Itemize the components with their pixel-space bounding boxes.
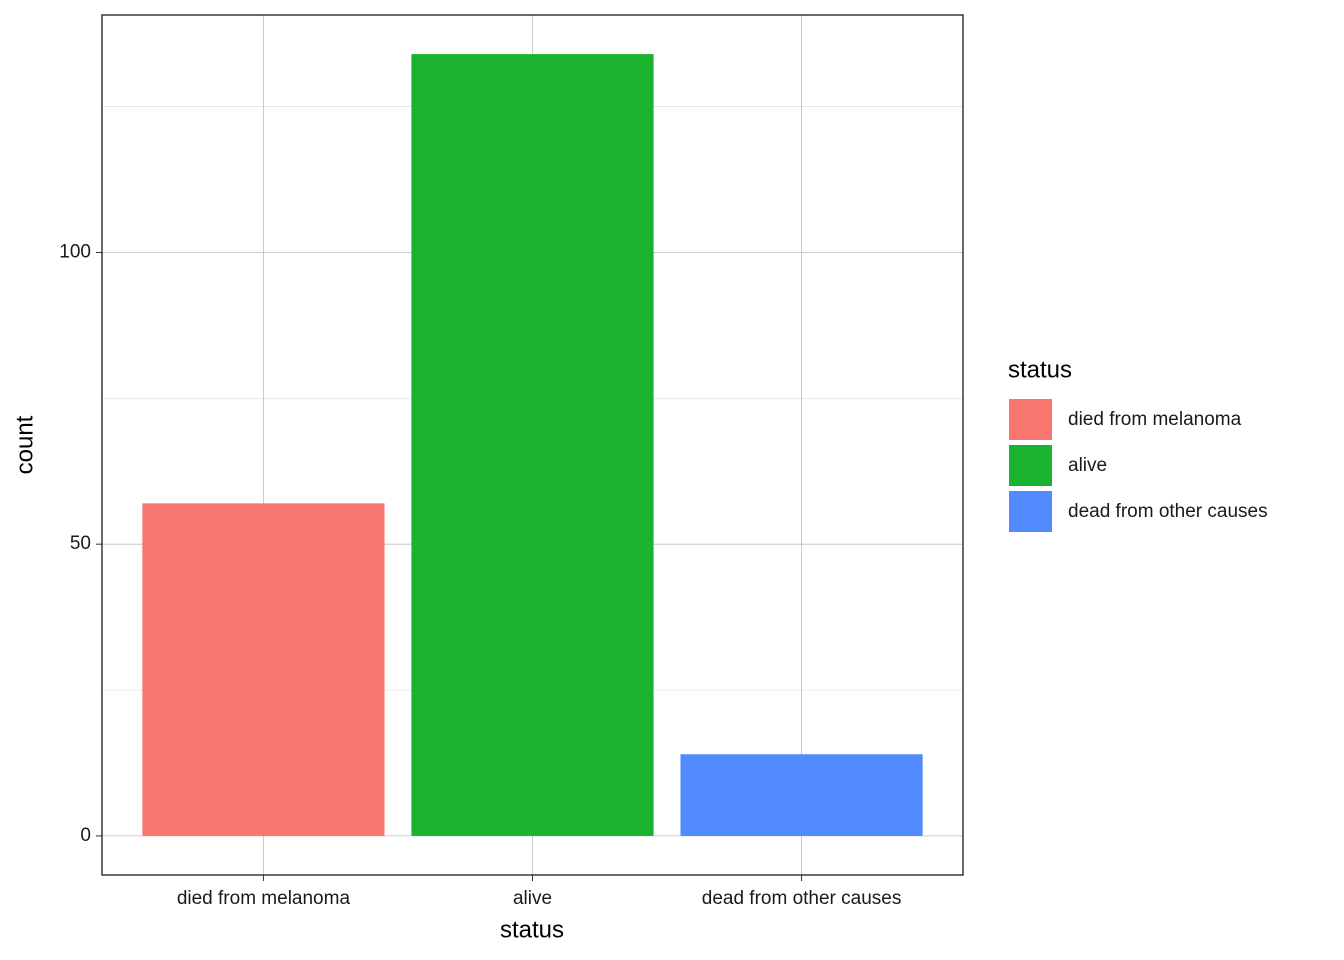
y-tick-label: 0 [80, 825, 91, 846]
x-axis-title: status [500, 916, 564, 943]
y-tick-label: 100 [59, 241, 91, 262]
legend-title: status [1008, 356, 1072, 383]
plot-border [101, 14, 964, 876]
y-tick-label: 50 [70, 533, 91, 554]
legend-label: alive [1068, 455, 1107, 476]
x-tick-label: died from melanoma [177, 888, 351, 909]
legend-key [1009, 445, 1052, 486]
y-axis-title: count [11, 415, 38, 474]
legend-key [1009, 399, 1052, 440]
legend-label: died from melanoma [1068, 409, 1242, 430]
x-tick-label: dead from other causes [702, 888, 902, 909]
x-tick-label: alive [513, 888, 552, 909]
legend-key [1009, 491, 1052, 532]
legend-label: dead from other causes [1068, 501, 1268, 522]
bar [142, 503, 385, 836]
bar [680, 754, 923, 836]
bar [411, 54, 654, 836]
